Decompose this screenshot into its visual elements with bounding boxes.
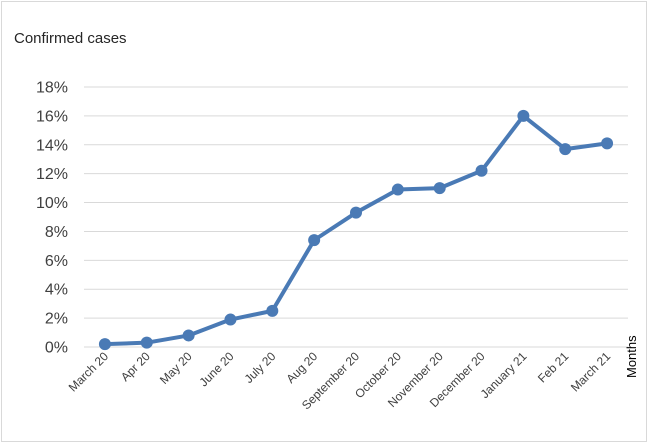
x-tick-label: Apr 20 (118, 349, 153, 384)
y-tick-labels: 0% 2% 4% 6% 8% 10% 12% 14% 16% 18% (36, 80, 68, 357)
y-tick-label: 4% (45, 282, 68, 299)
y-tick-label: 16% (36, 108, 68, 125)
data-point (517, 109, 530, 122)
x-tick-label: January 21 (478, 349, 530, 401)
data-point (266, 304, 279, 317)
data-point (433, 182, 446, 195)
x-tick-label: Aug 20 (283, 349, 320, 386)
x-tick-label: March 20 (66, 349, 112, 395)
data-point (140, 336, 153, 349)
x-tick-label: July 20 (242, 349, 279, 386)
y-tick-label: 18% (36, 80, 68, 97)
gridlines (84, 86, 628, 348)
series-layer (98, 109, 614, 351)
y-tick-label: 0% (45, 340, 68, 357)
x-tick-label: March 21 (568, 349, 614, 395)
data-point (308, 234, 321, 247)
y-tick-label: 6% (45, 253, 68, 270)
y-tick-label: 14% (36, 137, 68, 154)
x-tick-label: May 20 (157, 349, 195, 387)
x-tick-label: June 20 (196, 349, 236, 389)
data-point (350, 206, 362, 219)
series-line (102, 113, 610, 347)
data-point (559, 143, 572, 156)
data-point (224, 313, 237, 326)
data-point (391, 183, 404, 196)
x-axis-title: Months (624, 335, 639, 378)
data-point (182, 329, 195, 342)
y-tick-label: 8% (45, 224, 68, 241)
data-point (475, 164, 488, 177)
y-tick-label: 10% (36, 195, 68, 212)
data-point (601, 137, 614, 150)
data-point (98, 338, 111, 351)
y-tick-label: 2% (45, 311, 68, 328)
chart-title: Confirmed cases (14, 30, 127, 47)
x-tick-label: Feb 21 (535, 349, 572, 386)
y-tick-label: 12% (36, 166, 68, 183)
x-tick-labels: March 20 Apr 20 May 20 June 20 July 20 Aug 20… (66, 349, 614, 412)
